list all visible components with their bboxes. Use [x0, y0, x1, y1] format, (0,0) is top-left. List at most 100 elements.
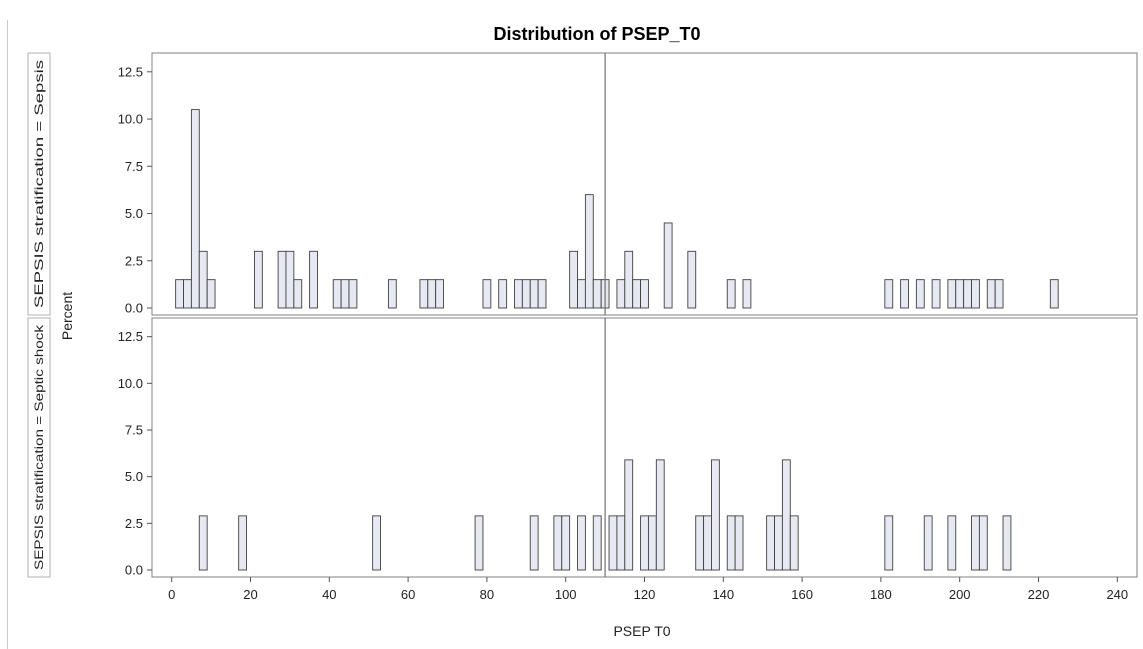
histogram-bar — [687, 250, 697, 309]
chart-title: Distribution of PSEP_T0 — [493, 24, 700, 44]
histogram-bar — [584, 194, 594, 309]
histogram-bar — [482, 279, 492, 309]
x-axis-label: PSEP T0 — [613, 623, 670, 639]
y-axis-label: Percent — [59, 292, 75, 340]
histogram-bar — [561, 515, 571, 571]
x-tick-label: 160 — [791, 587, 813, 602]
histogram-bar — [529, 515, 539, 571]
histogram-bar — [963, 279, 972, 309]
y-tick-label: 10.0 — [118, 112, 143, 127]
y-tick-label: 0.0 — [125, 301, 143, 316]
histogram-bar — [632, 279, 642, 309]
histogram-bar — [387, 279, 397, 309]
histogram-bar — [647, 515, 657, 571]
x-tick-label: 100 — [555, 587, 577, 602]
histogram-bar — [640, 515, 649, 571]
histogram-bar — [553, 515, 563, 571]
histogram-bar — [293, 279, 303, 309]
y-tick-label: 2.5 — [125, 516, 143, 531]
histogram-bar — [726, 515, 736, 571]
histogram-bar — [190, 109, 200, 309]
y-tick-label: 5.0 — [125, 206, 143, 221]
x-tick-label: 120 — [634, 587, 656, 602]
histogram-bar — [498, 279, 508, 309]
histogram-bar — [348, 279, 358, 309]
x-tick-label: 40 — [322, 587, 336, 602]
y-tick-label: 7.5 — [125, 159, 143, 174]
x-tick-label: 140 — [712, 587, 734, 602]
histogram-bar — [947, 279, 957, 309]
y-tick-label: 5.0 — [125, 469, 143, 484]
histogram-bar — [474, 515, 484, 571]
histogram-bar — [577, 515, 586, 571]
panel-frame — [151, 52, 1138, 316]
histogram-bar — [198, 515, 208, 571]
histogram-bar — [663, 222, 673, 309]
histogram-bar — [569, 250, 578, 309]
histogram-bar — [419, 279, 429, 309]
histogram-bar — [577, 279, 586, 309]
histogram-bar — [915, 279, 925, 309]
histogram-bar — [971, 515, 980, 571]
panel-label-box — [27, 52, 51, 316]
y-tick-label: 7.5 — [125, 423, 143, 438]
panel-label-box — [27, 317, 51, 578]
histogram-bar — [1002, 515, 1012, 571]
histogram-bar — [703, 515, 712, 571]
histogram-bar — [947, 515, 957, 571]
histogram-bar — [781, 459, 791, 571]
histogram-bar — [900, 279, 909, 309]
histogram-bar — [640, 279, 649, 309]
histogram-bar — [427, 279, 437, 309]
histogram-bar — [521, 279, 531, 309]
histogram-bar — [726, 279, 736, 309]
histogram-bar — [971, 279, 980, 309]
x-tick-label: 200 — [949, 587, 971, 602]
histogram-bar — [884, 279, 894, 309]
histogram-bar — [774, 515, 783, 571]
histogram-bar — [624, 459, 634, 571]
histogram-bar — [742, 279, 752, 309]
histogram-bar — [340, 279, 350, 309]
y-tick-label: 0.0 — [125, 563, 143, 578]
y-tick-label: 12.5 — [118, 64, 143, 79]
x-tick-label: 60 — [401, 587, 415, 602]
panel-1: 0.0 2.5 5.0 7.5 10.0 12.5 SEPSIS stratificatio… — [27, 52, 1138, 316]
y-tick-label: 12.5 — [118, 329, 143, 344]
histogram-bar — [655, 459, 665, 571]
histogram-bar — [986, 279, 996, 309]
histogram-bar — [955, 279, 965, 309]
histogram-bar — [884, 515, 894, 571]
histogram-bar — [592, 515, 602, 571]
histogram-bar — [514, 279, 523, 309]
y-tick-label: 2.5 — [125, 253, 143, 268]
histogram-bar — [931, 279, 941, 309]
x-tick-label: 80 — [480, 587, 494, 602]
histogram-bar — [198, 250, 208, 309]
histogram-bar — [537, 279, 547, 309]
x-tick-label: 180 — [870, 587, 892, 602]
histogram-bar — [183, 279, 192, 309]
histogram-bar — [1049, 279, 1059, 309]
x-tick-label: 0 — [168, 587, 175, 602]
histogram-bar — [711, 459, 720, 571]
panel-label: SEPSIS stratification = Septic shock — [32, 324, 46, 570]
histogram-bar — [608, 515, 618, 571]
plot-area: 0.0 2.5 5.0 7.5 10.0 12.5 SEPSIS stratificatio… — [7, 20, 1138, 649]
histogram-bar — [206, 279, 216, 309]
histogram-bar — [238, 515, 248, 571]
histogram-bar — [332, 279, 342, 309]
histogram-bar — [592, 279, 602, 309]
histogram-bar — [695, 515, 705, 571]
x-tick-label: 20 — [243, 587, 257, 602]
histogram-bar — [994, 279, 1004, 309]
histogram-bar — [253, 250, 263, 309]
histogram-bar — [277, 250, 287, 309]
histogram-bar — [624, 250, 634, 309]
histogram-bar — [285, 250, 295, 309]
panel-label: SEPSIS stratification = Sepsis — [32, 60, 46, 308]
histogram-bar — [616, 515, 626, 571]
histogram-bar — [923, 515, 933, 571]
histogram-bar — [309, 250, 318, 309]
